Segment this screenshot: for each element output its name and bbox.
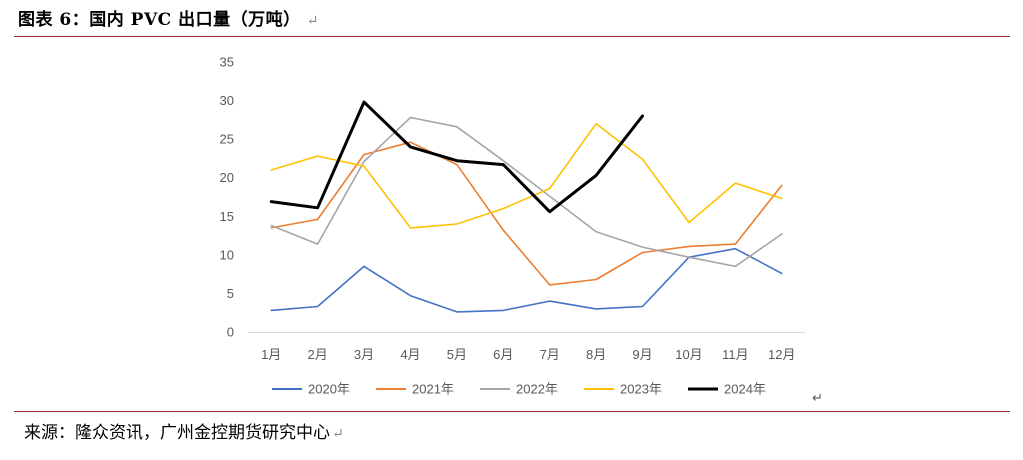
source-return-mark-icon: ↵: [332, 426, 344, 442]
source-text: 来源：隆众资讯，广州金控期货研究中心: [24, 423, 330, 443]
x-tick-label: 7月: [540, 347, 560, 362]
x-tick-label: 1月: [261, 347, 281, 362]
page-title: 图表 6：国内 PVC 出口量（万吨） ↵: [18, 6, 319, 34]
y-tick-label: 0: [227, 325, 234, 340]
x-tick-label: 8月: [586, 347, 606, 362]
bottom-divider: [14, 411, 1010, 412]
y-axis: 0 5 10 15 20 25 30 35: [220, 55, 234, 340]
x-tick-label: 11月: [722, 347, 749, 362]
legend-return-mark-icon: ↵: [812, 390, 823, 405]
series-line-2: [270, 141, 783, 286]
x-tick-label: 2月: [308, 347, 328, 362]
y-tick-label: 15: [220, 209, 234, 224]
source-note: 来源：隆众资讯，广州金控期货研究中心 ↵: [24, 419, 344, 447]
legend: 2020年 2021年 2022年 2023年 2024年: [272, 382, 766, 397]
series-line-5: [269, 100, 644, 214]
x-tick-label: 3月: [354, 347, 374, 362]
y-tick-label: 25: [220, 132, 234, 147]
series-layer: [269, 100, 783, 313]
x-axis: 1月 2月 3月 4月 5月 6月 7月 8月 9月 10月 11月 12月: [261, 347, 795, 362]
x-tick-label: 4月: [400, 347, 420, 362]
x-tick-label: 9月: [632, 347, 652, 362]
x-tick-label: 10月: [675, 347, 702, 362]
legend-label: 2024年: [724, 382, 766, 397]
title-text: 图表 6：国内 PVC 出口量（万吨）: [18, 10, 301, 30]
y-tick-label: 10: [220, 247, 234, 262]
legend-label: 2022年: [516, 382, 558, 397]
x-tick-label: 5月: [447, 347, 467, 362]
legend-label: 2023年: [620, 382, 662, 397]
x-tick-label: 6月: [493, 347, 513, 362]
series-line-3: [270, 116, 783, 268]
legend-label: 2021年: [412, 382, 454, 397]
y-tick-label: 20: [220, 170, 234, 185]
x-tick-label: 12月: [768, 347, 795, 362]
legend-label: 2020年: [308, 382, 350, 397]
series-line-1: [270, 247, 783, 313]
y-tick-label: 30: [220, 93, 234, 108]
series-line-4: [270, 122, 783, 229]
top-divider: [14, 36, 1010, 37]
y-tick-label: 35: [220, 55, 234, 70]
return-mark-icon: ↵: [306, 13, 319, 29]
y-tick-label: 5: [227, 286, 234, 301]
